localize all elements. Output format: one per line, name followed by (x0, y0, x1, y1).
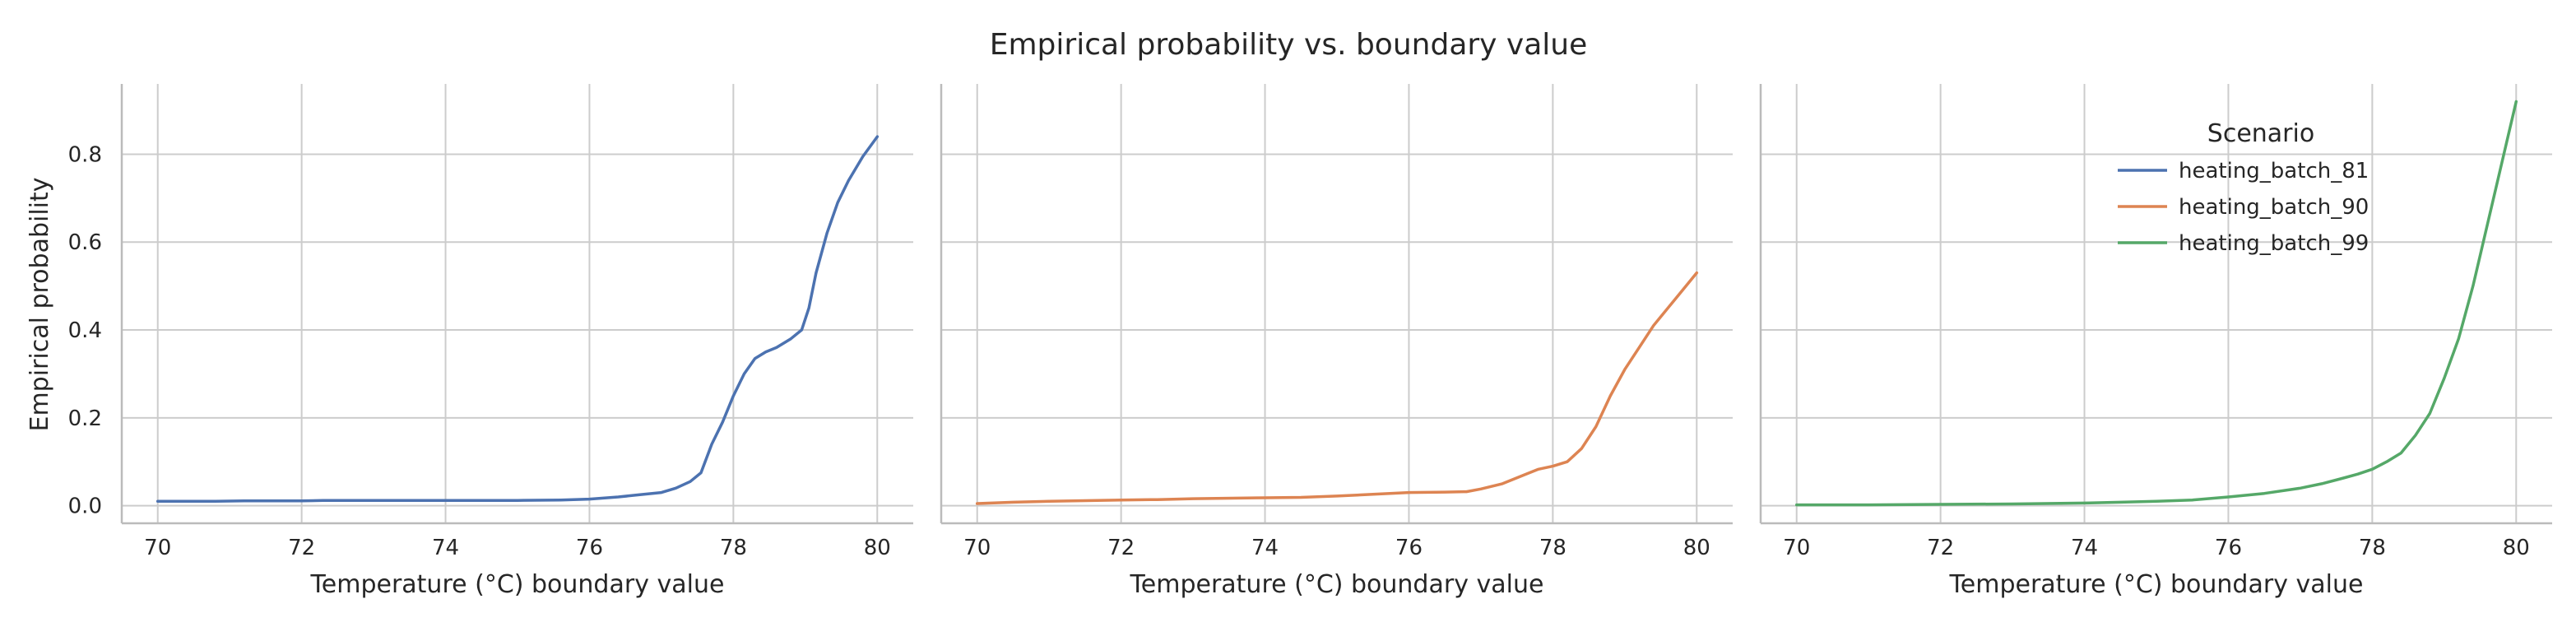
x-tick-label: 72 (1927, 536, 1954, 560)
x-tick-label: 70 (1783, 536, 1810, 560)
series-line-heating_batch_99 (1794, 100, 2518, 507)
legend-entry-label: heating_batch_99 (2179, 231, 2369, 256)
x-tick-label: 74 (1251, 536, 1279, 560)
panels: 70 72 74 76 78 80 0.0 0.2 0.4 0.6 0.8 Temperature (… (68, 84, 2552, 599)
x-tick-label: 72 (1107, 536, 1135, 560)
x-tick-label: 80 (1683, 536, 1710, 560)
y-tick-label: 0.8 (68, 142, 102, 167)
legend-entry-label: heating_batch_81 (2179, 159, 2369, 183)
x-tick-label: 70 (144, 536, 171, 560)
legend-entry-label: heating_batch_90 (2179, 195, 2369, 220)
legend-title: Scenario (2207, 119, 2314, 148)
x-tick-label: 70 (963, 536, 991, 560)
y-tick-label: 0.2 (68, 406, 102, 431)
x-tick-label: 76 (1395, 536, 1423, 560)
series-line-heating_batch_90 (975, 271, 1699, 505)
x-tick-label: 74 (432, 536, 459, 560)
y-axis-label: Empirical probability (26, 177, 54, 431)
series-line-heating_batch_81 (155, 135, 880, 504)
x-tick-label: 72 (288, 536, 315, 560)
x-tick-label: 74 (2071, 536, 2098, 560)
x-tick-label: 80 (2503, 536, 2530, 560)
x-tick-label: 76 (576, 536, 603, 560)
x-tick-label: 80 (864, 536, 891, 560)
x-axis-label: Temperature (°C) boundary value (310, 570, 725, 599)
y-tick-label: 0.6 (68, 230, 102, 255)
x-axis-label: Temperature (°C) boundary value (1130, 570, 1544, 599)
x-tick-label: 78 (720, 536, 747, 560)
x-tick-label: 76 (2215, 536, 2242, 560)
legend: Scenario heating_batch_81 heating_batch_90… (2118, 119, 2369, 256)
y-tick-label: 0.0 (68, 494, 102, 519)
chart-title: Empirical probability vs. boundary value (990, 28, 1588, 62)
x-tick-label: 78 (1539, 536, 1566, 560)
panel-1: 70 72 74 76 78 80 0.0 0.2 0.4 0.6 0.8 Temperature (… (68, 84, 913, 599)
y-tick-label: 0.4 (68, 318, 102, 343)
panel-3: 70 72 74 76 78 80 Temperature (°C) boundary va… (1759, 84, 2552, 599)
x-tick-label: 78 (2359, 536, 2386, 560)
panel-2: 70 72 74 76 78 80 Temperature (°C) boundary va… (940, 84, 1733, 599)
x-axis-label: Temperature (°C) boundary value (1949, 570, 2364, 599)
